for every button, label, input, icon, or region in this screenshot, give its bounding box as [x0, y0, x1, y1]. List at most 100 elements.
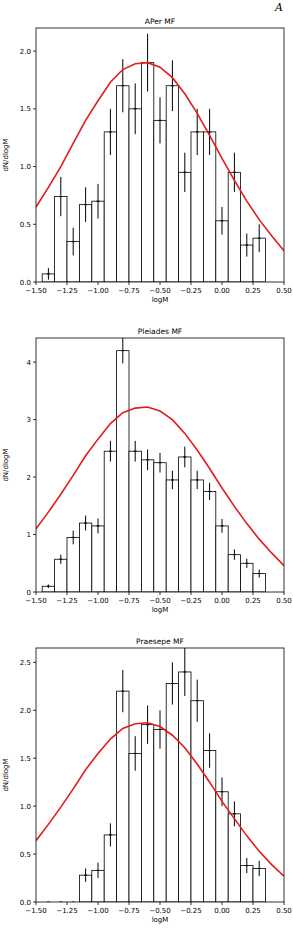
- histogram-bar: [129, 109, 141, 282]
- y-tick-label: 0.0: [20, 899, 31, 907]
- error-line: [85, 187, 86, 222]
- plot-frame: [36, 648, 284, 902]
- y-tick-label: 1.5: [20, 755, 31, 763]
- error-line: [48, 585, 49, 588]
- error-line: [259, 861, 260, 876]
- error-bar: [221, 207, 224, 235]
- x-tick-label: 0.00: [214, 287, 230, 295]
- background: [0, 0, 293, 936]
- error-line: [60, 177, 61, 216]
- error-bar: [47, 585, 50, 588]
- error-center: [159, 462, 162, 463]
- x-tick-label: −0.75: [118, 287, 139, 295]
- histogram-bar: [117, 691, 129, 902]
- error-bar: [134, 83, 137, 134]
- error-bar: [97, 184, 100, 219]
- histogram-bar: [141, 460, 153, 592]
- error-line: [259, 224, 260, 252]
- histogram-bar: [179, 457, 191, 592]
- error-center: [134, 451, 137, 452]
- error-center: [221, 220, 224, 221]
- error-center: [121, 350, 124, 351]
- error-line: [160, 97, 161, 143]
- error-bar: [245, 559, 248, 568]
- plot-area: [36, 648, 284, 902]
- error-center: [109, 834, 112, 835]
- y-tick-label: 2.0: [20, 48, 31, 56]
- error-bar: [121, 59, 124, 112]
- error-center: [233, 813, 236, 814]
- corner-text: A: [274, 1, 283, 14]
- histogram-bar: [104, 451, 116, 592]
- panel: Praesepe MF−1.50−1.25−1.00−0.75−0.50−0.2…: [2, 637, 292, 924]
- error-line: [172, 662, 173, 704]
- y-tick: [33, 710, 36, 711]
- y-tick: [33, 902, 36, 903]
- x-tick-label: −0.75: [118, 597, 139, 605]
- x-tick: [98, 902, 99, 905]
- y-tick: [33, 592, 36, 593]
- error-center: [208, 750, 211, 751]
- y-tick: [33, 166, 36, 167]
- x-tick: [222, 592, 223, 595]
- x-tick: [36, 902, 37, 905]
- error-line: [209, 483, 210, 500]
- error-center: [171, 683, 174, 684]
- error-line: [98, 863, 99, 878]
- error-bar: [183, 153, 186, 192]
- error-bar: [97, 863, 100, 878]
- error-bar: [146, 449, 149, 470]
- error-center: [258, 868, 261, 869]
- error-line: [234, 549, 235, 559]
- histogram-bar: [129, 451, 141, 592]
- error-center: [84, 523, 87, 524]
- error-line: [98, 184, 99, 219]
- x-tick: [191, 282, 192, 285]
- x-tick: [284, 592, 285, 595]
- error-bar: [109, 823, 112, 846]
- error-bar: [134, 736, 137, 771]
- error-line: [60, 555, 61, 564]
- error-line: [122, 670, 123, 712]
- error-line: [184, 153, 185, 192]
- error-center: [159, 729, 162, 730]
- error-center: [171, 479, 174, 480]
- error-center: [196, 700, 199, 701]
- error-bar: [171, 662, 174, 704]
- y-tick-label: 0: [27, 589, 31, 597]
- histogram-bar: [79, 523, 91, 592]
- y-tick-label: 4: [27, 359, 32, 367]
- x-tick: [222, 902, 223, 905]
- y-tick-label: 0.5: [20, 851, 31, 859]
- error-bar: [72, 228, 75, 256]
- histogram-bar: [154, 729, 166, 902]
- error-line: [160, 710, 161, 748]
- y-tick: [33, 806, 36, 807]
- y-tick: [33, 534, 36, 535]
- error-bar: [233, 801, 236, 826]
- error-center: [146, 724, 149, 725]
- error-center: [245, 245, 248, 246]
- y-tick-label: 2.5: [20, 659, 31, 667]
- error-center: [121, 85, 124, 86]
- error-bar: [258, 861, 261, 876]
- error-bar: [159, 710, 162, 748]
- x-axis-label: logM: [152, 296, 169, 304]
- panel: Pleiades MF−1.50−1.25−1.00−0.75−0.50−0.2…: [2, 327, 292, 614]
- histogram-bar: [216, 526, 228, 592]
- x-tick: [160, 592, 161, 595]
- error-line: [197, 471, 198, 489]
- error-bar: [258, 570, 261, 578]
- error-center: [221, 525, 224, 526]
- error-center: [208, 491, 211, 492]
- error-bar: [121, 670, 124, 712]
- histogram-bar: [141, 63, 153, 282]
- error-center: [258, 573, 261, 574]
- error-bar: [47, 268, 50, 280]
- error-line: [85, 868, 86, 881]
- model-curve: [36, 723, 284, 876]
- x-tick: [253, 282, 254, 285]
- error-bar: [245, 858, 248, 873]
- x-tick-label: −1.25: [56, 907, 77, 915]
- y-tick: [33, 758, 36, 759]
